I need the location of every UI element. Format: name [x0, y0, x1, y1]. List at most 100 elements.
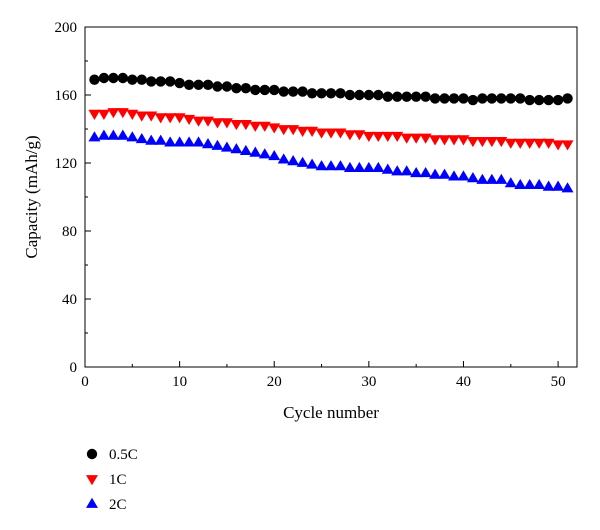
- data-point: [154, 113, 167, 124]
- data-point: [108, 72, 119, 84]
- data-point: [514, 138, 527, 149]
- data-point: [164, 136, 177, 147]
- data-point: [220, 141, 233, 152]
- data-point: [542, 138, 555, 149]
- data-point: [98, 72, 110, 84]
- x-tick-label: 20: [267, 374, 282, 390]
- data-point: [514, 178, 527, 189]
- data-point: [381, 131, 394, 143]
- data-point: [173, 113, 186, 124]
- data-point: [174, 77, 185, 89]
- data-point: [325, 128, 337, 139]
- series-0-5c: [89, 72, 573, 106]
- axis-ticks: 0 10 20 30 40 50 0 40 80 120 160 200: [55, 20, 566, 390]
- data-point: [287, 125, 300, 136]
- data-point: [202, 116, 214, 127]
- data-point: [202, 79, 214, 91]
- data-point: [97, 129, 110, 140]
- data-point: [145, 111, 158, 122]
- data-point: [127, 74, 138, 85]
- data-point: [533, 138, 546, 149]
- data-point: [89, 74, 100, 85]
- data-point: [467, 94, 479, 106]
- y-tick-label: 40: [62, 292, 77, 308]
- data-point: [372, 161, 385, 172]
- data-point: [533, 178, 546, 189]
- data-point: [107, 108, 120, 119]
- x-tick-label: 30: [361, 374, 376, 390]
- data-point: [287, 86, 299, 97]
- data-point: [296, 156, 309, 167]
- data-point: [192, 136, 205, 147]
- data-point: [88, 131, 101, 142]
- data-point: [231, 83, 242, 94]
- data-point: [268, 149, 281, 161]
- y-axis-title: Capacity (mAh/g): [22, 135, 41, 258]
- data-point: [552, 180, 565, 191]
- x-axis-title: Cycle number: [283, 403, 379, 422]
- data-point: [515, 93, 526, 104]
- data-point: [542, 180, 555, 191]
- data-point: [192, 116, 205, 127]
- data-point: [278, 86, 289, 97]
- data-point: [477, 93, 488, 104]
- data-point: [523, 178, 536, 189]
- data-point: [154, 134, 167, 145]
- data-point: [466, 137, 479, 148]
- data-point: [316, 88, 327, 99]
- series-2c: [88, 129, 574, 193]
- data-point: [438, 168, 451, 179]
- data-point: [429, 168, 442, 179]
- data-point: [277, 153, 290, 164]
- legend-label: 2C: [109, 497, 127, 513]
- data-point: [400, 165, 413, 176]
- data-point: [269, 84, 280, 96]
- data-point: [400, 133, 413, 144]
- data-point: [363, 89, 375, 101]
- data-point: [495, 173, 508, 184]
- data-point: [183, 136, 196, 147]
- data-point: [155, 76, 166, 87]
- data-point: [126, 131, 139, 142]
- data-point: [334, 128, 347, 139]
- data-point: [230, 120, 243, 131]
- data-point: [315, 128, 328, 139]
- data-point: [391, 165, 404, 176]
- data-point: [523, 138, 536, 149]
- data-point: [391, 131, 404, 143]
- data-point: [485, 137, 498, 148]
- data-point: [135, 132, 148, 144]
- legend-marker: [86, 448, 98, 460]
- data-point: [429, 93, 441, 104]
- data-point: [250, 84, 261, 96]
- data-point: [277, 125, 290, 136]
- data-point: [258, 121, 271, 132]
- data-point: [382, 91, 393, 102]
- data-point: [258, 148, 271, 159]
- data-point: [495, 137, 508, 148]
- data-point: [448, 135, 460, 146]
- data-point: [420, 91, 431, 102]
- x-tick-label: 0: [81, 374, 89, 390]
- data-point: [107, 129, 120, 140]
- x-tick-label: 40: [456, 374, 471, 390]
- data-point: [193, 79, 204, 91]
- data-point: [401, 91, 412, 102]
- data-point: [458, 93, 469, 104]
- data-point: [381, 163, 394, 174]
- series-1c: [88, 108, 574, 151]
- data-point: [202, 138, 214, 149]
- y-tick-label: 120: [55, 156, 78, 172]
- data-point: [126, 109, 139, 120]
- data-point: [344, 89, 356, 101]
- data-point: [325, 160, 337, 171]
- data-point: [496, 93, 507, 104]
- data-point: [239, 144, 252, 155]
- y-tick-label: 160: [55, 88, 78, 104]
- data-point: [552, 94, 564, 106]
- data-point: [362, 131, 375, 143]
- data-point: [88, 109, 101, 120]
- data-point: [504, 138, 517, 149]
- data-point: [212, 81, 223, 92]
